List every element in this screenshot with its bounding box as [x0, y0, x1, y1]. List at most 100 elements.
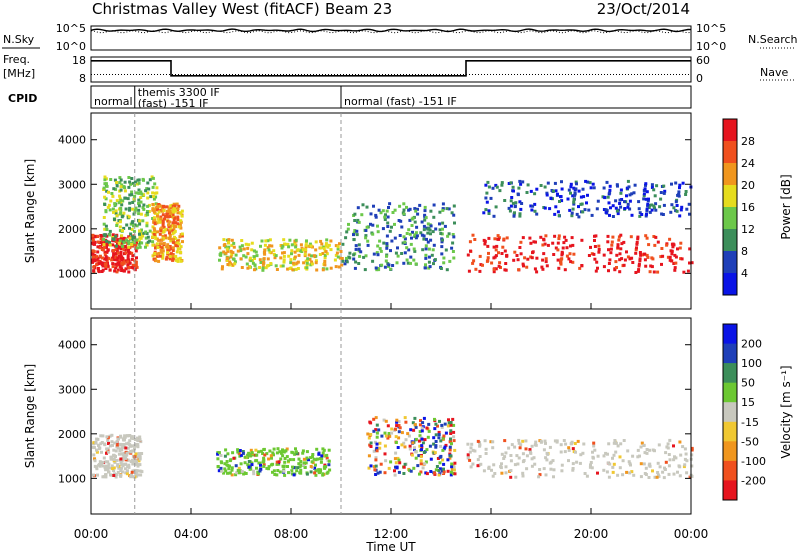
power-cell	[131, 181, 135, 185]
power-cell	[595, 260, 599, 264]
power-cell	[494, 254, 498, 258]
velocity-cell	[422, 416, 426, 420]
power-cell	[497, 251, 500, 255]
power-cell	[659, 191, 663, 194]
velocity-cell	[450, 467, 454, 471]
power-cell	[495, 185, 499, 189]
xtick-label: 12:00	[374, 527, 409, 541]
velocity-cell	[106, 447, 110, 451]
power-cell	[424, 253, 428, 257]
power-cell	[525, 191, 529, 194]
power-cell	[652, 270, 656, 274]
velocity-cell	[256, 470, 260, 474]
velocity-cell	[448, 448, 452, 452]
power-cell	[95, 255, 99, 259]
power-cell	[132, 212, 136, 216]
power-cell	[244, 242, 248, 246]
power-cell	[173, 224, 176, 228]
power-cell	[305, 261, 309, 265]
velocity-cell	[479, 462, 483, 466]
velocity-cell	[393, 473, 397, 477]
power-cell	[288, 267, 292, 270]
power-cell	[483, 242, 487, 246]
velocity-colorbar-swatch	[723, 402, 737, 423]
velocity-cell	[453, 472, 457, 476]
velocity-cell	[390, 431, 394, 435]
power-cell	[684, 193, 688, 196]
power-cell	[644, 264, 648, 268]
power-cell	[120, 269, 124, 272]
velocity-cell	[241, 450, 245, 453]
power-cell	[553, 212, 557, 216]
velocity-cell	[579, 453, 583, 457]
velocity-cell	[225, 460, 229, 463]
power-cell	[507, 182, 511, 185]
power-cell	[678, 183, 682, 187]
velocity-cell	[682, 465, 686, 469]
power-cell	[509, 199, 513, 203]
power-cell	[107, 190, 110, 194]
velocity-cell	[483, 439, 487, 443]
velocity-cell	[389, 460, 393, 464]
power-cell	[262, 257, 266, 261]
velocity-cell	[243, 461, 247, 465]
power-cell	[151, 225, 155, 229]
power-cell	[441, 227, 444, 231]
power-cell	[282, 254, 286, 258]
power-cell	[118, 261, 122, 265]
velocity-cell	[283, 457, 287, 460]
power-colorbar-tick: 8	[741, 245, 748, 258]
power-cell	[93, 234, 97, 238]
power-cell	[110, 258, 114, 262]
power-cell	[102, 243, 106, 247]
velocity-cell	[372, 417, 376, 421]
velocity-cell	[382, 418, 386, 422]
velocity-cell	[636, 455, 640, 459]
power-cell	[540, 265, 544, 269]
power-cell	[121, 244, 125, 248]
velocity-cell	[130, 473, 133, 477]
velocity-cell	[240, 469, 244, 473]
power-cell	[674, 261, 678, 265]
velocity-cell	[437, 473, 441, 477]
power-cell	[592, 252, 596, 256]
velocity-cell	[628, 462, 632, 466]
power-cell	[623, 207, 627, 210]
velocity-cell	[320, 454, 324, 458]
velocity-cell	[247, 465, 251, 469]
power-cell	[442, 261, 446, 265]
power-cell	[341, 259, 345, 263]
power-cell	[364, 234, 368, 238]
power-cell	[374, 213, 378, 217]
power-cell	[344, 236, 348, 240]
velocity-cell	[305, 472, 309, 476]
velocity-cell	[247, 460, 251, 463]
power-cell	[232, 245, 236, 249]
velocity-cell	[325, 453, 329, 457]
velocity-cell	[661, 470, 665, 474]
velocity-cell	[437, 469, 441, 472]
power-cell	[154, 195, 158, 199]
power-cell	[261, 262, 265, 266]
velocity-cell	[119, 434, 123, 438]
power-cell	[108, 233, 112, 237]
velocity-cell	[574, 450, 577, 454]
velocity-cell	[252, 472, 256, 476]
power-cell	[653, 206, 656, 210]
power-cell	[119, 247, 123, 251]
cpid-segment-label-0: normal	[94, 95, 133, 108]
power-cell	[144, 189, 148, 193]
power-cell	[416, 212, 420, 216]
power-cell	[441, 238, 444, 242]
velocity-cell	[374, 458, 378, 462]
power-cell	[290, 252, 293, 256]
power-cell	[687, 202, 691, 206]
power-cell	[109, 178, 113, 181]
power-cell	[109, 199, 113, 203]
velocity-cell	[596, 471, 599, 475]
date-title: 23/Oct/2014	[597, 0, 690, 18]
velocity-cell	[282, 469, 286, 473]
power-cell	[364, 254, 368, 258]
power-cell	[114, 244, 118, 248]
power-cell	[222, 238, 226, 242]
